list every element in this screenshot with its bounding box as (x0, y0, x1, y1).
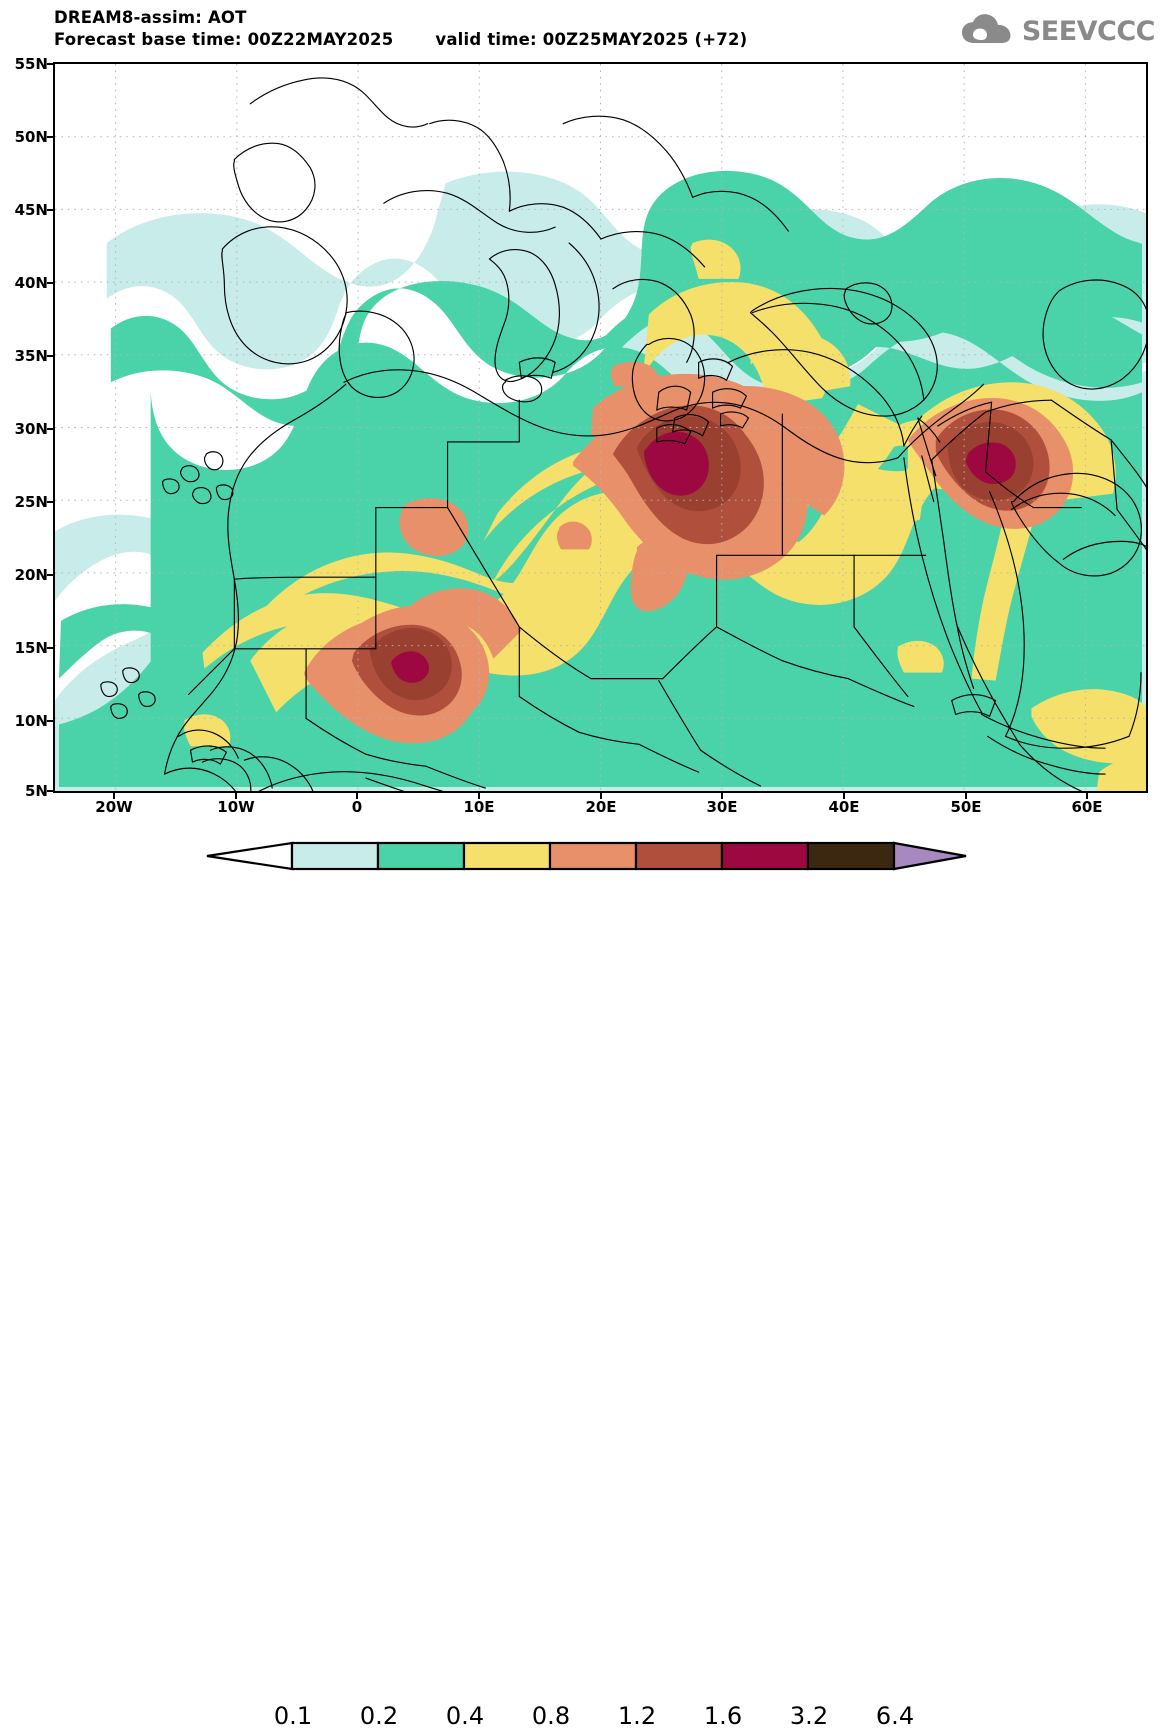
y-tickmark (47, 63, 53, 65)
y-tickmark (47, 209, 53, 211)
swatch-1.6 (720, 841, 810, 871)
y-axis: 55N 50N 45N 40N 35N 30N 25N 20N 15N 10N … (0, 0, 53, 905)
x-tickmark (965, 793, 967, 799)
swatch-3.2 (806, 841, 896, 871)
y-tickmark (47, 501, 53, 503)
cbar-tick-1.6: 1.6 (703, 1702, 743, 1730)
y-tick-55N: 55N (14, 55, 48, 73)
x-tick-60E: 60E (1071, 798, 1103, 816)
colorbar-swatches (206, 841, 967, 871)
y-tickmark (47, 355, 53, 357)
x-tickmark (235, 793, 237, 799)
x-tickmark (600, 793, 602, 799)
coastline-layer (100, 77, 1146, 791)
model-title: DREAM8-assim: AOT (54, 8, 247, 27)
aot-contour-map (55, 64, 1146, 791)
gridlines (55, 64, 1146, 791)
y-tickmark (47, 790, 53, 792)
swatch-0.8 (548, 841, 638, 871)
swatch-0.1 (290, 841, 380, 871)
x-tick-50E: 50E (950, 798, 982, 816)
y-tickmark (47, 136, 53, 138)
swatch-0.4 (462, 841, 552, 871)
cbar-tick-0.1: 0.1 (273, 1702, 313, 1730)
y-tick-35N: 35N (14, 347, 48, 365)
y-tick-40N: 40N (14, 274, 48, 292)
cbar-tick-1.2: 1.2 (617, 1702, 657, 1730)
cloud-icon (961, 14, 1011, 44)
swatch-over (892, 841, 967, 871)
y-tickmark (47, 282, 53, 284)
x-tick-20W: 20W (95, 798, 133, 816)
swatch-0.2 (376, 841, 466, 871)
x-tick-10W: 10W (217, 798, 255, 816)
y-tick-15N: 15N (14, 639, 48, 657)
x-tickmark (478, 793, 480, 799)
x-tick-0: 0 (351, 798, 363, 816)
logo-text: SEEVCCC (1021, 15, 1156, 47)
x-tick-20E: 20E (585, 798, 617, 816)
x-axis: 20W 10W 0 10E 20E 30E 40E 50E 60E (95, 793, 1103, 816)
y-tick-25N: 25N (14, 493, 48, 511)
y-tickmark (47, 428, 53, 430)
colorbar: 0.1 0.2 0.4 0.8 1.2 1.6 3.2 6.4 (0, 836, 1165, 1730)
y-tick-50N: 50N (14, 128, 48, 146)
base-time-label: Forecast base time: 00Z22MAY2025 (54, 30, 394, 49)
y-tick-45N: 45N (14, 201, 48, 219)
x-tickmark (721, 793, 723, 799)
forecast-time-line: Forecast base time: 00Z22MAY2025 valid ti… (54, 30, 747, 49)
y-tick-20N: 20N (14, 566, 48, 584)
y-tickmark (47, 647, 53, 649)
seevccc-logo: SEEVCCC (961, 10, 1156, 52)
x-tickmark (113, 793, 115, 799)
x-tick-10E: 10E (463, 798, 495, 816)
cbar-tick-0.2: 0.2 (359, 1702, 399, 1730)
y-tick-5N: 5N (25, 782, 48, 800)
y-tickmark (47, 720, 53, 722)
swatch-1.2 (634, 841, 724, 871)
x-tick-30E: 30E (706, 798, 738, 816)
x-tickmark (843, 793, 845, 799)
valid-time-label: valid time: 00Z25MAY2025 (+72) (435, 30, 748, 49)
cbar-tick-0.4: 0.4 (445, 1702, 485, 1730)
cbar-tick-0.8: 0.8 (531, 1702, 571, 1730)
y-tick-30N: 30N (14, 420, 48, 438)
header: DREAM8-assim: AOT Forecast base time: 00… (0, 0, 1165, 62)
cbar-tick-6.4: 6.4 (875, 1702, 915, 1730)
y-tick-10N: 10N (14, 712, 48, 730)
x-tickmark (1086, 793, 1088, 799)
forecast-map-plot (53, 62, 1148, 793)
x-tick-40E: 40E (828, 798, 860, 816)
cbar-tick-3.2: 3.2 (789, 1702, 829, 1730)
y-tickmark (47, 574, 53, 576)
x-tickmark (356, 793, 358, 799)
